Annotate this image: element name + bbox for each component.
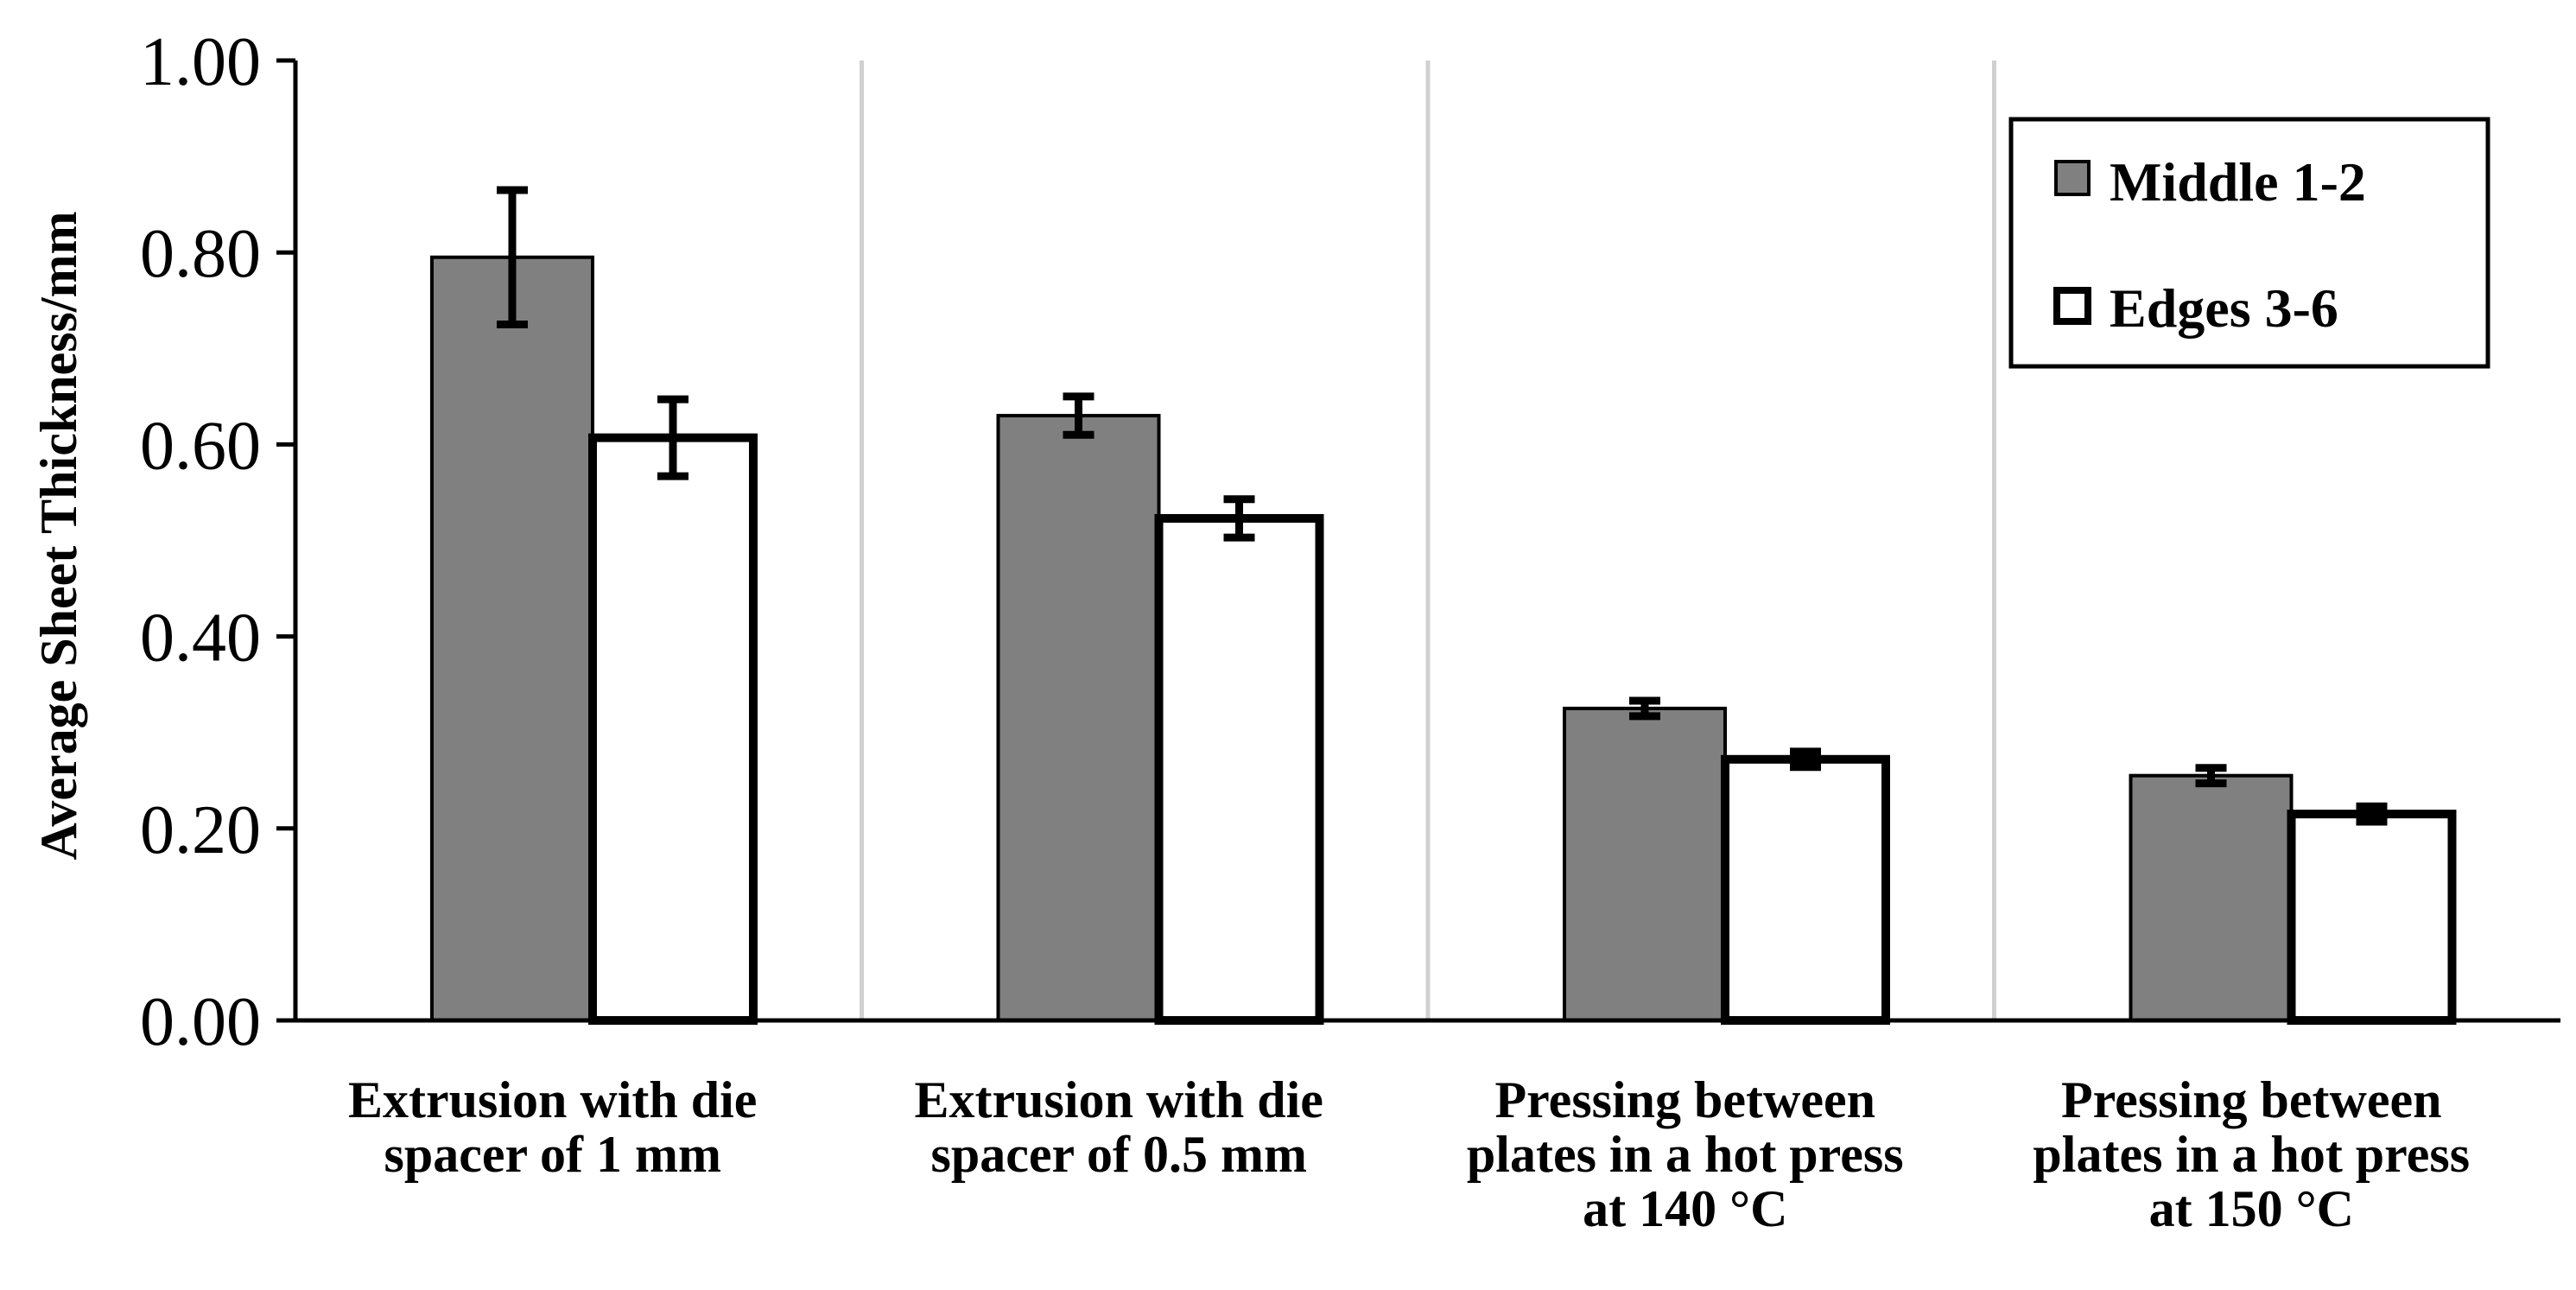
category-label-2-line-0: Pressing between — [1494, 1071, 1875, 1128]
error-bar-s0-c3 — [2195, 764, 2227, 788]
legend-swatch-edges — [2053, 287, 2091, 325]
category-label-2-line-2: at 140 °C — [1583, 1180, 1787, 1237]
axes-group — [293, 60, 2560, 1023]
error-bars-group — [497, 186, 2388, 826]
category-label-2-line-1: plates in a hot press — [1467, 1126, 1904, 1183]
category-separators — [860, 60, 1996, 1020]
bar-s0-c0 — [430, 255, 594, 1022]
bars-group — [430, 255, 2457, 1026]
y-tick-label-1: 0.20 — [140, 792, 261, 868]
bar-s1-c2 — [1721, 754, 1890, 1025]
y-tick-label-2: 0.40 — [140, 601, 261, 677]
y-ticks-group: 0.00 0.20 0.40 0.60 0.80 1.00 — [140, 24, 295, 1060]
error-bar-s0-c0 — [497, 186, 528, 329]
error-bar-s0-c2 — [1629, 696, 1660, 721]
category-label-3-line-2: at 150 °C — [2149, 1180, 2354, 1237]
bar-s1-c0 — [588, 433, 758, 1025]
bar-s0-c2 — [1563, 706, 1727, 1022]
category-label-1-line-0: Extrusion with die — [915, 1071, 1323, 1128]
legend-label-middle: Middle 1-2 — [2110, 151, 2366, 213]
error-bar-s0-c1 — [1063, 392, 1094, 439]
y-tick-label-4: 0.80 — [140, 216, 261, 292]
y-tick-label-3: 0.60 — [140, 408, 261, 484]
bar-s0-c3 — [2129, 773, 2294, 1022]
bar-s1-c3 — [2287, 810, 2457, 1026]
y-tick-label-5: 1.00 — [140, 24, 261, 100]
bar-s1-c1 — [1154, 513, 1324, 1025]
error-bar-s1-c2 — [1790, 747, 1821, 772]
error-bar-s1-c0 — [657, 395, 688, 480]
y-axis-title: Average Sheet Thickness/mm — [30, 211, 87, 860]
category-label-3-line-1: plates in a hot press — [2033, 1126, 2470, 1183]
legend-box — [2008, 117, 2490, 369]
legend: Middle 1-2 Edges 3-6 — [2008, 117, 2490, 369]
error-bar-s1-c1 — [1223, 495, 1255, 542]
error-bar-s1-c3 — [2356, 802, 2388, 826]
y-tick-label-0: 0.00 — [140, 984, 261, 1060]
legend-label-edges: Edges 3-6 — [2110, 277, 2338, 339]
category-label-0-line-1: spacer of 1 mm — [384, 1126, 721, 1183]
category-label-3-line-0: Pressing between — [2061, 1071, 2442, 1128]
category-label-0-line-0: Extrusion with die — [348, 1071, 757, 1128]
bar-s0-c1 — [996, 414, 1161, 1022]
legend-swatch-middle — [2054, 160, 2091, 196]
category-label-1-line-1: spacer of 0.5 mm — [931, 1126, 1307, 1183]
